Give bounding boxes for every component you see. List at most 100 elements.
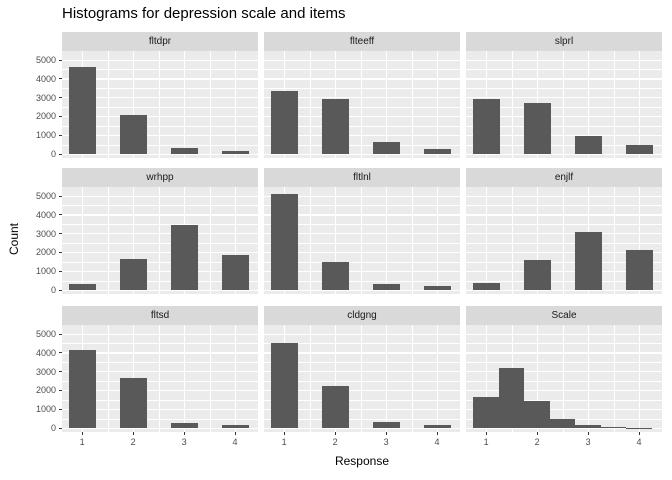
gridline-major-h (466, 251, 662, 254)
y-tick-mark (59, 352, 62, 354)
bar (321, 99, 349, 154)
gridline-major-v (436, 187, 438, 294)
gridline-minor-v (562, 51, 564, 158)
x-tick-label: 2 (130, 437, 136, 447)
gridline-minor-h (62, 107, 258, 108)
gridline-major-v (485, 187, 487, 294)
gridline-minor-h (466, 88, 662, 89)
bar (625, 144, 653, 154)
facet-strip: slprl (466, 32, 662, 51)
gridline-major-v (183, 325, 185, 432)
gridline-minor-v (511, 51, 513, 158)
y-tick-label: 3000 (35, 92, 56, 103)
y-tick-mark (59, 97, 62, 99)
bar (372, 284, 400, 290)
gridline-major-h (466, 427, 662, 429)
gridline-major-h (62, 59, 258, 61)
gridline-major-h (466, 78, 662, 80)
gridline-minor-h (264, 69, 460, 71)
bar (68, 349, 96, 428)
y-tick-label: 1000 (35, 266, 56, 277)
y-tick-label: 2000 (35, 111, 56, 122)
gridline-minor-h (264, 224, 460, 225)
gridline-major-h (62, 214, 258, 216)
histogram-bin (600, 427, 627, 428)
chart-title: Histograms for depression scale and item… (62, 5, 346, 22)
gridline-minor-h (62, 243, 258, 244)
x-tick-label: 3 (383, 437, 389, 447)
gridline-major-h (264, 195, 460, 197)
gridline-minor-h (62, 343, 258, 345)
gridline-major-h (264, 270, 460, 272)
gridline-major-h (264, 97, 460, 99)
x-tick-mark (587, 432, 589, 435)
gridline-minor-v (209, 51, 211, 158)
histogram-bin (549, 418, 576, 428)
bar (574, 231, 602, 290)
histogram-bin (575, 425, 601, 428)
gridline-major-v (334, 187, 336, 294)
y-tick-mark (59, 153, 62, 155)
y-tick-mark (59, 115, 62, 117)
gridline-minor-h (264, 261, 460, 263)
y-tick-label: 3000 (35, 228, 56, 239)
gridline-major-h (466, 270, 662, 272)
bar (170, 225, 198, 290)
gridline-minor-h (264, 343, 460, 345)
y-tick-label: 1000 (35, 130, 56, 141)
gridline-minor-h (466, 224, 662, 225)
facet-strip-label: enjlf (554, 172, 574, 183)
gridline-major-h (466, 214, 662, 216)
facet-panel (264, 187, 460, 294)
facet-strip: fltlnl (264, 168, 460, 187)
gridline-major-v (638, 51, 640, 158)
facet-strip: Scale (466, 306, 662, 325)
gridline-minor-h (62, 125, 258, 127)
gridline-major-h (466, 195, 662, 197)
gridline-major-v (638, 325, 640, 432)
gridline-minor-v (411, 51, 413, 158)
gridline-minor-h (62, 88, 258, 89)
x-tick-mark (183, 432, 185, 435)
gridline-minor-h (466, 343, 662, 345)
gridline-major-h (264, 389, 460, 392)
y-tick-mark (59, 134, 62, 136)
facet-strip-label: cldgng (347, 310, 377, 321)
facet-strip-label: slprl (554, 36, 574, 47)
gridline-minor-h (466, 69, 662, 71)
gridline-major-v (81, 187, 83, 294)
gridline-minor-h (466, 261, 662, 263)
gridline-major-h (62, 333, 258, 335)
y-tick-label: 5000 (35, 329, 56, 339)
gridline-major-h (264, 134, 460, 136)
gridline-minor-h (264, 280, 460, 282)
gridline-minor-h (62, 280, 258, 282)
gridline-minor-h (466, 205, 662, 207)
y-tick-label: 2000 (35, 385, 56, 396)
bar (625, 249, 653, 290)
facet-strip-label: fltdpr (148, 36, 172, 47)
gridline-major-h (466, 289, 662, 291)
y-tick-mark (59, 59, 62, 61)
facet-strip-label: wrhpp (146, 172, 174, 183)
x-tick-mark (334, 432, 336, 435)
y-tick-label: 4000 (35, 209, 56, 220)
y-tick-mark (59, 195, 62, 197)
gridline-major-h (62, 115, 258, 118)
facet-panel (62, 51, 258, 158)
y-tick-label: 0 (50, 149, 56, 159)
gridline-major-h (264, 115, 460, 118)
histogram-bin (473, 396, 499, 428)
bar (472, 283, 500, 290)
gridline-minor-h (62, 399, 258, 401)
gridline-major-h (466, 352, 662, 354)
gridline-minor-v (562, 187, 564, 294)
gridline-major-h (62, 371, 258, 373)
gridline-minor-v (562, 325, 564, 432)
gridline-minor-v (107, 187, 109, 294)
gridline-minor-v (613, 187, 615, 294)
gridline-minor-h (466, 280, 662, 282)
gridline-major-h (466, 115, 662, 118)
gridline-minor-v (360, 51, 362, 158)
